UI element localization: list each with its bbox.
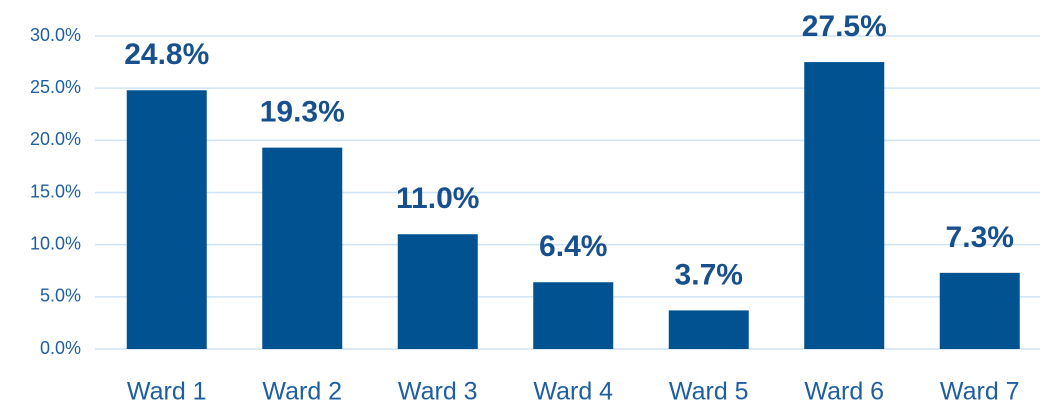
data-label: 7.3% [946,221,1014,254]
data-label: 6.4% [539,230,607,263]
y-tick-label: 0.0% [40,338,81,358]
bar [397,234,478,349]
bar [804,62,885,349]
x-tick-label: Ward 3 [398,378,478,406]
data-label: 27.5% [802,10,887,43]
bar [668,310,749,349]
y-tick-label: 5.0% [40,286,81,306]
bar [126,90,207,350]
x-tick-label: Ward 5 [669,378,749,406]
y-tick-label: 10.0% [30,233,81,253]
y-tick-label: 20.0% [30,129,81,149]
x-tick-label: Ward 7 [940,378,1020,406]
y-tick-label: 30.0% [30,25,81,45]
y-tick-label: 25.0% [30,77,81,97]
y-tick-label: 15.0% [30,181,81,201]
data-label: 11.0% [396,182,479,215]
x-tick-label: Ward 6 [804,378,884,406]
bar [939,272,1020,349]
bar [262,147,343,349]
data-label: 3.7% [675,258,743,291]
data-label: 19.3% [260,96,345,129]
x-tick-label: Ward 1 [127,378,207,406]
x-tick-label: Ward 2 [262,378,342,406]
data-label: 24.8% [124,38,209,71]
bar [533,282,614,349]
x-tick-label: Ward 4 [533,378,613,406]
